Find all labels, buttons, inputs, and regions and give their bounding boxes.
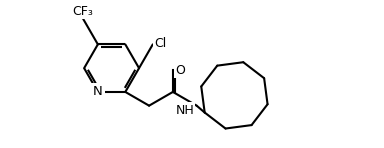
Text: NH: NH xyxy=(175,104,194,117)
Text: CF₃: CF₃ xyxy=(73,5,94,18)
Text: O: O xyxy=(175,64,185,77)
Text: Cl: Cl xyxy=(155,37,167,50)
Text: N: N xyxy=(93,85,103,98)
